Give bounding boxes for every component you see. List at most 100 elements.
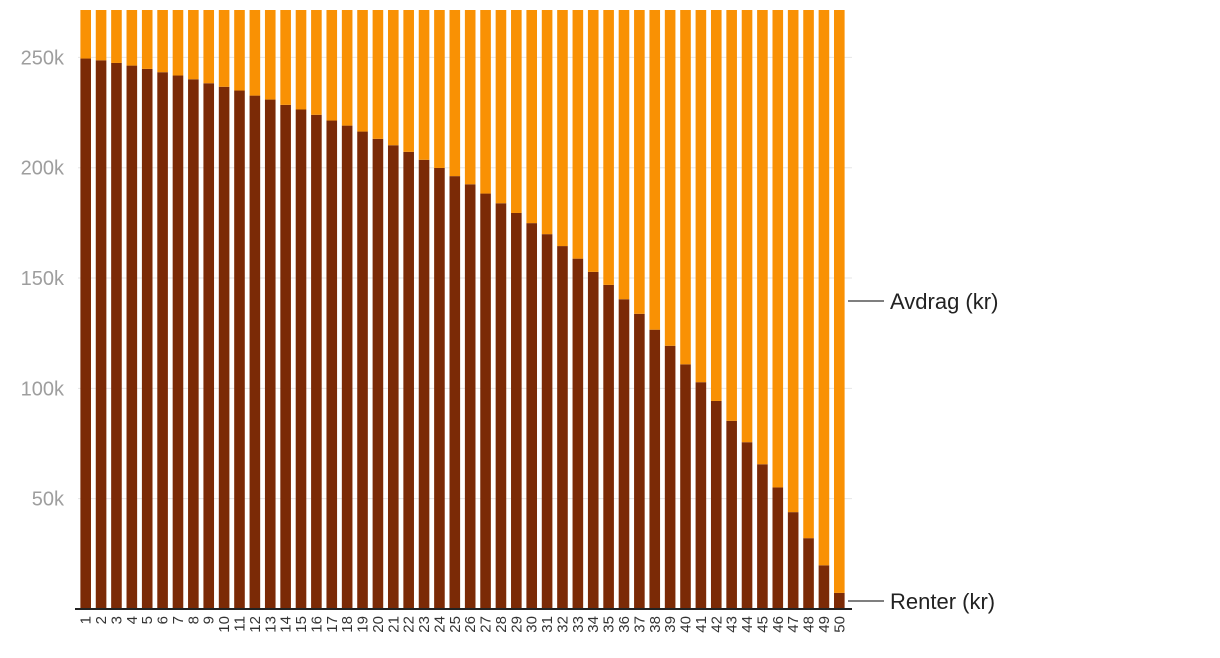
x-tick-label: 34 — [585, 616, 602, 633]
x-tick-label: 5 — [139, 616, 156, 624]
y-tick-label: 200k — [21, 158, 65, 180]
bar-renter — [741, 442, 753, 609]
bar-renter — [326, 120, 338, 610]
bar-renter — [387, 145, 399, 609]
bar-avdrag — [757, 10, 768, 465]
y-tick-label: 250k — [21, 47, 65, 69]
bar-renter — [264, 99, 276, 609]
x-tick-label: 22 — [401, 616, 418, 633]
bar-avdrag — [218, 10, 230, 87]
bar-renter — [664, 345, 676, 609]
bar-avdrag — [834, 10, 845, 593]
bar-avdrag — [126, 10, 138, 66]
bar-avdrag — [341, 10, 353, 126]
bar-renter — [434, 167, 445, 609]
bar-renter — [603, 284, 614, 609]
x-tick-label: 6 — [155, 616, 172, 624]
x-tick-label: 8 — [185, 616, 202, 624]
bar-avdrag — [264, 10, 276, 100]
x-tick-label: 7 — [170, 616, 187, 624]
x-tick-label: 44 — [739, 616, 756, 633]
bar-avdrag — [603, 10, 614, 285]
bar-renter — [357, 131, 368, 609]
bar-renter — [418, 159, 430, 609]
bar-avdrag — [680, 10, 691, 365]
bar-avdrag — [434, 10, 445, 168]
bar-renter — [757, 464, 768, 609]
bar-renter — [141, 68, 153, 610]
bar-renter — [541, 234, 553, 609]
x-tick-label: 28 — [493, 616, 510, 633]
bar-avdrag — [280, 10, 291, 105]
bar-renter — [495, 203, 507, 610]
bar-renter — [280, 104, 291, 609]
x-tick-label: 27 — [478, 616, 495, 633]
y-axis: 50k 100k 150k 200k 250k — [21, 47, 65, 510]
x-tick-label: 32 — [554, 616, 571, 633]
bar-avdrag — [157, 10, 168, 73]
x-tick-label: 24 — [431, 616, 448, 633]
x-tick-label: 49 — [816, 616, 833, 633]
bar-avdrag — [772, 10, 784, 488]
bar-renter — [157, 72, 168, 610]
bar-renter — [203, 83, 215, 610]
bar-avdrag — [172, 10, 184, 76]
bar-renter — [803, 538, 814, 609]
series-labels: Avdrag (kr) Renter (kr) — [848, 289, 998, 614]
bar-avdrag — [572, 10, 584, 259]
bar-renter — [772, 487, 784, 609]
bar-avdrag — [618, 10, 630, 300]
x-tick-label: 13 — [262, 616, 279, 633]
bar-renter — [587, 271, 599, 609]
bar-avdrag — [803, 10, 814, 539]
bar-renter — [572, 258, 584, 609]
x-tick-label: 16 — [308, 616, 325, 633]
bar-renter — [480, 193, 491, 609]
bar-renter — [111, 62, 122, 610]
avdrag-series-label: Avdrag (kr) — [890, 289, 998, 314]
bar-renter — [218, 86, 230, 610]
bar-renter — [234, 90, 245, 609]
bar-avdrag — [311, 10, 322, 115]
x-tick-label: 15 — [293, 616, 310, 633]
bar-avdrag — [387, 10, 399, 146]
y-tick-label: 50k — [32, 489, 65, 511]
x-tick-label: 11 — [231, 616, 248, 632]
bar-avdrag — [695, 10, 707, 383]
x-tick-label: 1 — [78, 616, 95, 624]
bar-avdrag — [95, 10, 107, 61]
bar-renter — [188, 79, 199, 609]
bar-avdrag — [726, 10, 737, 421]
bar-avdrag — [710, 10, 722, 401]
bar-renter — [464, 184, 476, 609]
x-tick-label: 30 — [524, 616, 541, 633]
bar-renter — [649, 329, 661, 609]
x-tick-label: 23 — [416, 616, 433, 633]
x-tick-label: 43 — [724, 616, 741, 633]
x-tick-label: 46 — [770, 616, 787, 633]
x-tick-label: 41 — [693, 616, 710, 633]
bar-avdrag — [649, 10, 661, 330]
bar-renter — [634, 313, 645, 609]
bar-renter — [618, 299, 630, 609]
bar-renter — [787, 512, 799, 609]
x-tick-label: 19 — [355, 616, 372, 633]
x-tick-label: 20 — [370, 616, 387, 633]
x-tick-label: 4 — [124, 616, 141, 624]
x-tick-label: 21 — [385, 616, 402, 633]
bar-avdrag — [634, 10, 645, 314]
bar-renter — [557, 246, 568, 609]
x-tick-label: 42 — [708, 616, 725, 633]
bar-renter — [818, 565, 830, 609]
bar-avdrag — [741, 10, 753, 443]
x-axis: 1234567891011121314151617181920212223242… — [78, 616, 849, 633]
bar-avdrag — [326, 10, 338, 121]
x-tick-label: 36 — [616, 616, 633, 633]
bar-avdrag — [526, 10, 538, 224]
bar-avdrag — [357, 10, 368, 132]
bar-avdrag — [787, 10, 799, 513]
renter-series-label: Renter (kr) — [890, 589, 995, 614]
bar-renter — [834, 592, 845, 609]
x-tick-label: 29 — [508, 616, 525, 633]
x-tick-label: 9 — [201, 616, 218, 624]
